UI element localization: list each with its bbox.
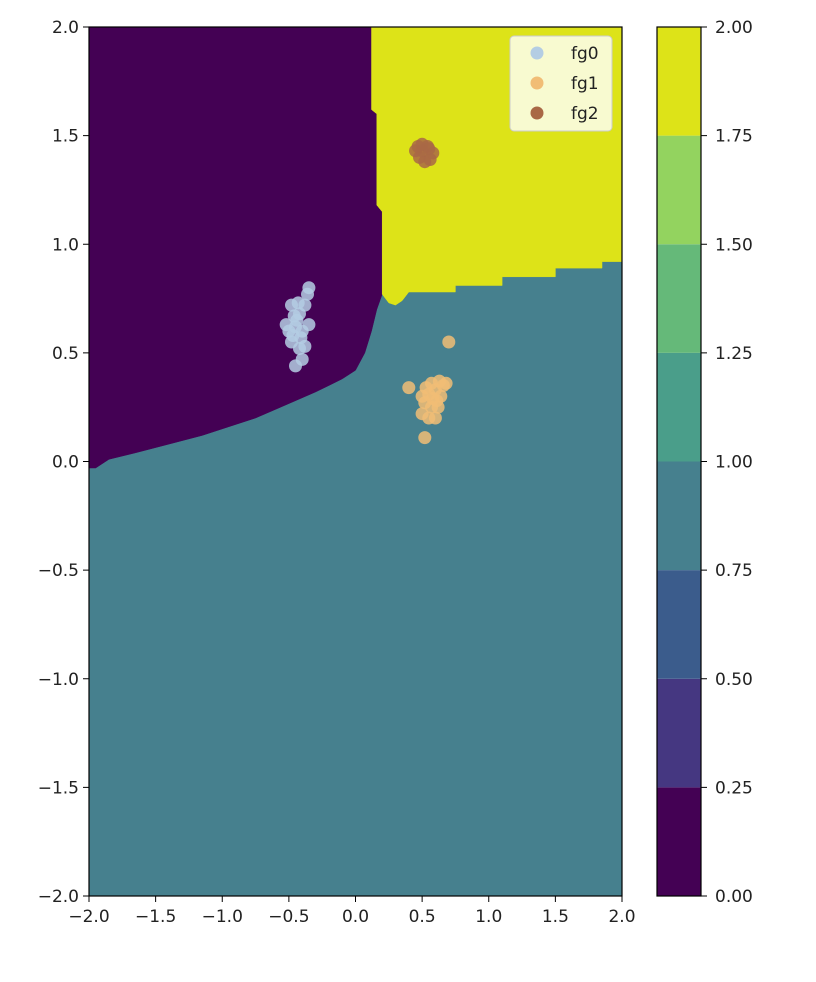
x-tick-label: 1.0: [475, 907, 502, 927]
y-tick-label: 1.0: [52, 235, 79, 255]
point-fg0: [302, 318, 316, 332]
x-tick-label: 0.5: [409, 907, 436, 927]
colorbar-band: [657, 135, 701, 245]
point-fg0: [295, 352, 309, 366]
colorbar-tick-label: 1.25: [715, 344, 753, 364]
colorbar-tick-label: 0.75: [715, 561, 753, 581]
x-tick-label: 1.5: [542, 907, 569, 927]
x-tick-label: −0.5: [268, 907, 309, 927]
y-tick-label: −1.0: [38, 670, 79, 690]
point-fg0: [302, 281, 316, 295]
x-tick-label: −2.0: [68, 907, 109, 927]
colorbar: 0.00 0.25 0.50 0.75 1.00 1.25 1.50 1.75 2.00: [656, 18, 753, 907]
legend-label-fg2: fg2: [571, 104, 599, 124]
x-tick-label: 0.0: [342, 907, 369, 927]
series-fg1: [402, 335, 456, 445]
legend: fg0 fg1 fg2: [509, 35, 613, 132]
legend-label-fg0: fg0: [571, 44, 599, 64]
colorbar-tick-label: 0.50: [715, 670, 753, 690]
point-fg0: [290, 313, 304, 327]
point-fg1: [418, 431, 432, 445]
point-fg0: [298, 298, 312, 312]
y-tick-label: −2.0: [38, 887, 79, 907]
point-fg2: [411, 140, 425, 153]
colorbar-tick-label: 1.50: [715, 235, 753, 255]
colorbar-band: [657, 244, 701, 353]
colorbar-band: [657, 27, 701, 136]
point-fg1: [430, 394, 444, 408]
legend-marker-fg2: [530, 106, 544, 120]
colorbar-band: [657, 678, 701, 788]
legend-label-fg1: fg1: [571, 74, 599, 94]
y-tick-label: 0.5: [52, 344, 79, 364]
colorbar-band: [657, 461, 701, 571]
y-tick-label: 2.0: [52, 18, 79, 38]
point-fg1: [419, 381, 433, 395]
x-tick-label: 2.0: [608, 907, 635, 927]
point-fg2: [423, 153, 437, 166]
legend-marker-fg1: [530, 76, 544, 90]
point-fg0: [279, 318, 293, 332]
y-tick-label: −1.5: [38, 778, 79, 798]
point-fg1: [439, 376, 453, 390]
series-fg0: [279, 281, 316, 373]
scatter-points: [279, 137, 456, 445]
main-axes: −2.0 −1.5 −1.0 −0.5 0.0 0.5 1.0 1.5 2.0 −2.0 −1.5 −…: [38, 18, 636, 927]
series-fg2: [409, 137, 440, 169]
point-fg0: [294, 331, 308, 345]
y-tick-label: 1.5: [52, 127, 79, 147]
plot-area: [88, 26, 623, 896]
point-fg1: [442, 335, 456, 349]
colorbar-band: [657, 570, 701, 679]
y-tick-label: 0.0: [52, 453, 79, 473]
y-tick-label: −0.5: [38, 561, 79, 581]
colorbar-band: [657, 787, 701, 896]
colorbar-tick-label: 1.75: [715, 127, 753, 147]
point-fg2: [422, 142, 436, 156]
point-fg1: [415, 407, 429, 421]
colorbar-tick-label: 0.25: [715, 778, 753, 798]
colorbar-tick-label: 2.00: [715, 18, 753, 38]
colorbar-band: [657, 352, 701, 462]
colorbar-tick-label: 0.00: [715, 887, 753, 907]
x-tick-label: −1.5: [135, 907, 176, 927]
colorbar-tick-label: 1.00: [715, 453, 753, 473]
legend-marker-fg0: [530, 46, 544, 60]
x-tick-label: −1.0: [202, 907, 243, 927]
point-fg1: [428, 411, 442, 425]
point-fg1: [402, 381, 416, 395]
